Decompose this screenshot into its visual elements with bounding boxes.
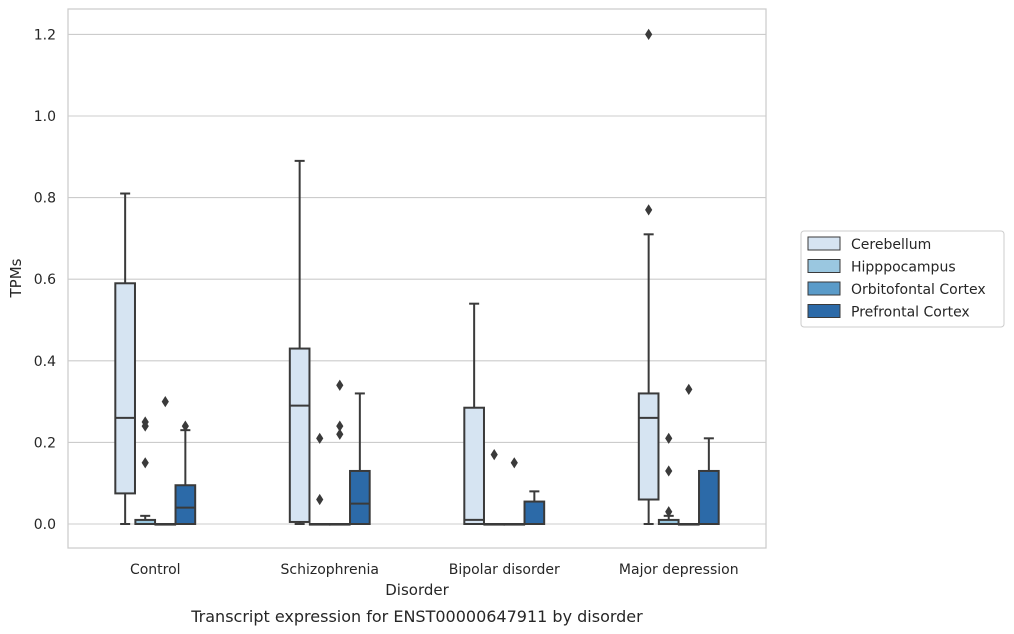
outlier-point [181, 420, 189, 432]
x-axis-ticks: Control Schizophrenia Bipolar disorder Majo… [130, 562, 739, 578]
outlier-point [336, 379, 344, 391]
plot-frame [67, 8, 767, 549]
box-cerebellum [463, 302, 485, 525]
box-cerebellum [288, 159, 311, 525]
legend-frame [800, 230, 1005, 328]
legend-label: Hipppocampus [851, 260, 956, 276]
y-axis-label: TPMs [7, 258, 25, 298]
box-iqr [523, 500, 546, 525]
box-iqr [698, 469, 720, 525]
y-tick-label: 0.2 [34, 435, 56, 451]
outlier-point [685, 383, 693, 395]
x-axis-label: Disorder [385, 581, 449, 599]
box-iqr [637, 392, 660, 501]
outlier-point [336, 428, 344, 440]
y-tick-label: 0.6 [34, 272, 56, 288]
x-tick-label: Major depression [619, 562, 739, 578]
box-prefrontal-cortex [174, 420, 197, 525]
y-axis-ticks: 0.0 0.2 0.4 0.6 0.8 1.0 1.2 [34, 27, 56, 533]
outlier-point [665, 506, 673, 518]
legend-swatch [807, 304, 841, 318]
box-groups [114, 28, 720, 526]
box-iqr [288, 347, 311, 523]
outlier-point [336, 420, 344, 432]
y-tick-label: 0.8 [34, 191, 56, 207]
legend-label: Orbitofontal Cortex [851, 282, 986, 298]
outlier-point [141, 416, 149, 428]
legend-swatch [807, 236, 841, 251]
legend-swatch [807, 281, 841, 296]
x-tick-label: Bipolar disorder [449, 562, 560, 578]
legend-label: Cerebellum [851, 237, 931, 253]
outlier-point [316, 432, 324, 444]
box-iqr [463, 406, 485, 525]
outlier-point [490, 449, 498, 461]
grid-lines [68, 33, 766, 525]
box-hipppocampus [134, 416, 157, 525]
outlier-point [645, 28, 653, 40]
box-cerebellum [114, 192, 136, 525]
outlier-point [665, 432, 673, 444]
y-tick-label: 0.0 [34, 517, 56, 533]
outlier-point [510, 457, 518, 469]
outlier-point [316, 493, 324, 506]
outlier-point [141, 457, 149, 469]
box-prefrontal-cortex [523, 490, 546, 525]
legend: Cerebellum Hipppocampus Orbitofontal Corte… [800, 230, 1005, 328]
legend-swatch [807, 259, 841, 273]
box-iqr [114, 282, 136, 495]
box-prefrontal-cortex [698, 437, 720, 525]
box-orbitofontal-cortex [677, 383, 700, 526]
plot-background [68, 9, 766, 548]
x-tick-label: Schizophrenia [281, 562, 379, 578]
outlier-point [645, 204, 653, 216]
outlier-point [665, 465, 673, 477]
box-iqr [349, 469, 371, 525]
x-tick-label: Control [130, 562, 181, 578]
box-orbitofontal-cortex [503, 457, 526, 526]
y-tick-label: 1.0 [34, 109, 56, 125]
box-iqr [174, 484, 197, 525]
box-prefrontal-cortex [349, 392, 371, 525]
y-tick-label: 0.4 [34, 354, 56, 370]
legend-label: Prefrontal Cortex [851, 305, 970, 321]
y-tick-label: 1.2 [34, 27, 56, 43]
chart-caption: Transcript expression for ENST0000064791… [190, 607, 643, 626]
outlier-point [161, 396, 169, 408]
box-hipppocampus [483, 449, 506, 526]
box-hipppocampus [657, 432, 680, 525]
box-cerebellum [637, 28, 660, 525]
